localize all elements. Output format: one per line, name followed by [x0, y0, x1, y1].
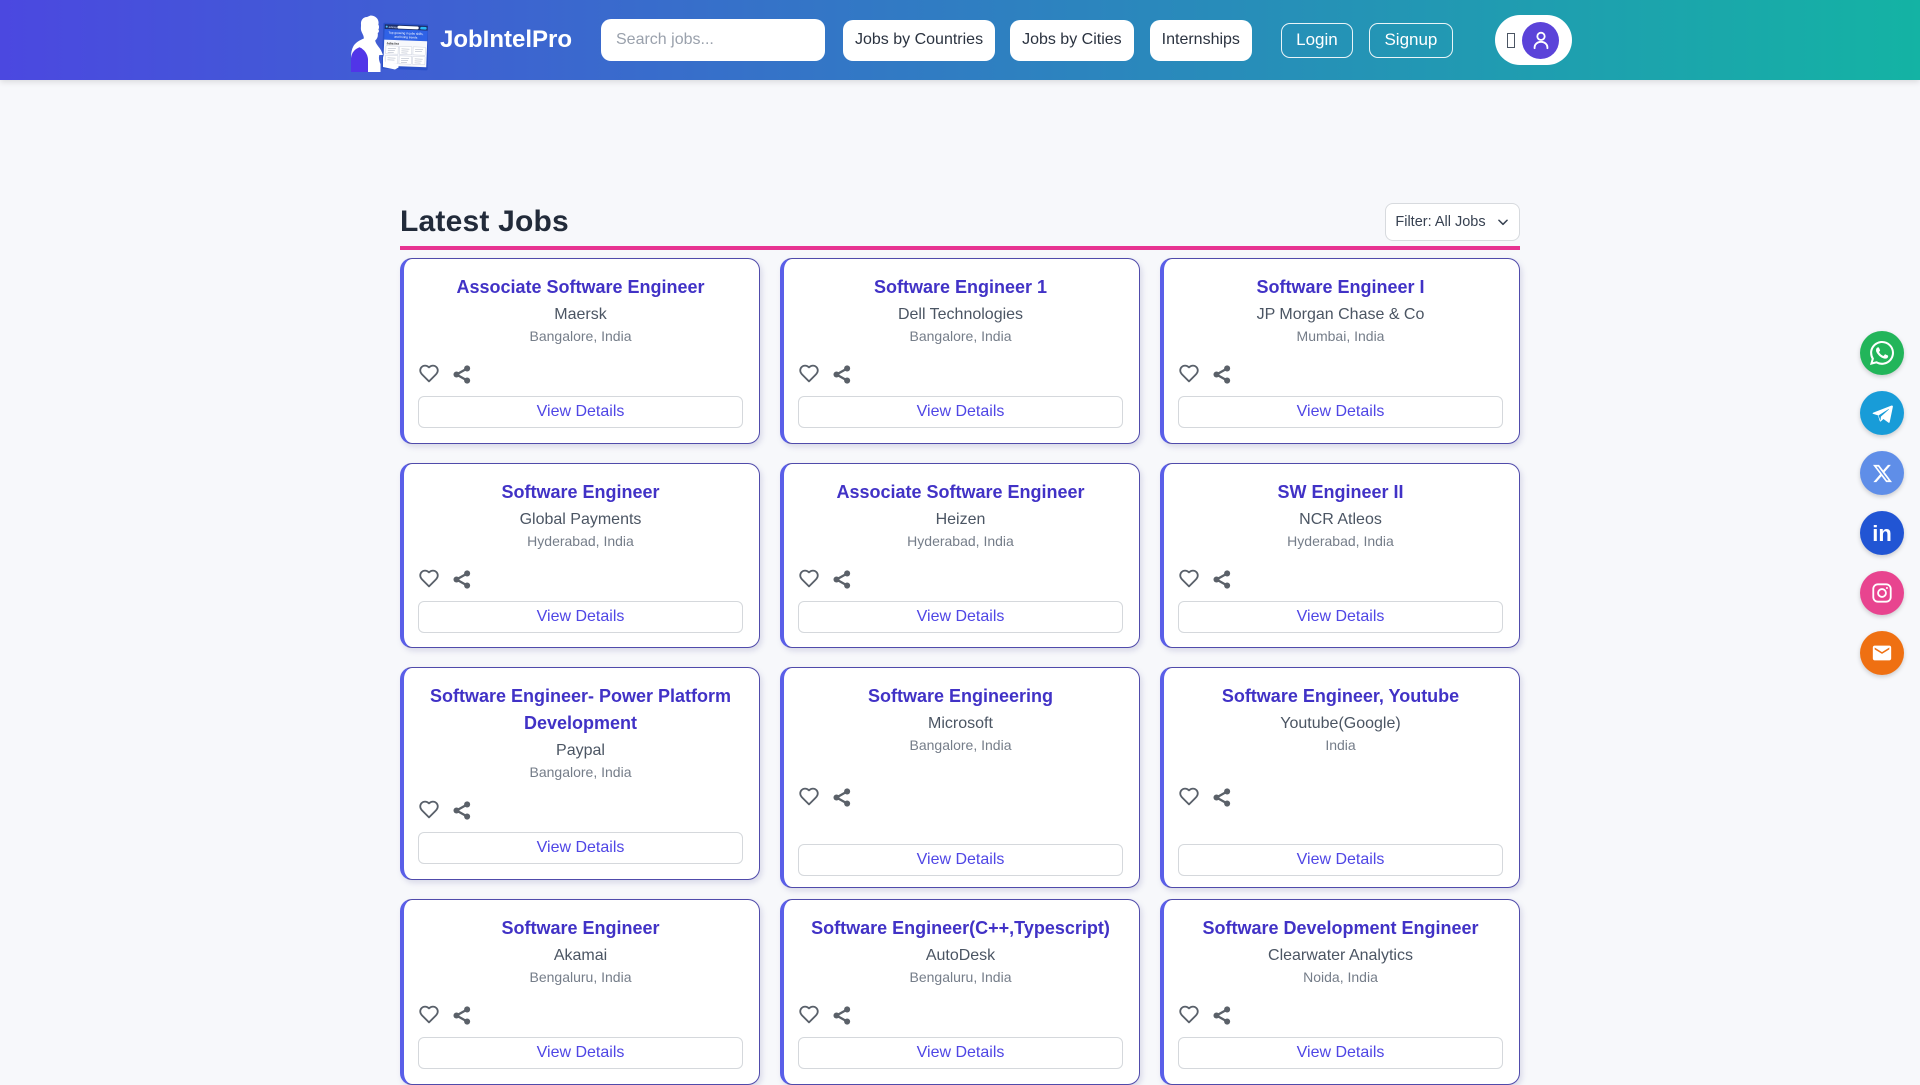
svg-text:Jobs list: Jobs list [387, 41, 399, 45]
svg-text:in: in [1872, 521, 1892, 546]
